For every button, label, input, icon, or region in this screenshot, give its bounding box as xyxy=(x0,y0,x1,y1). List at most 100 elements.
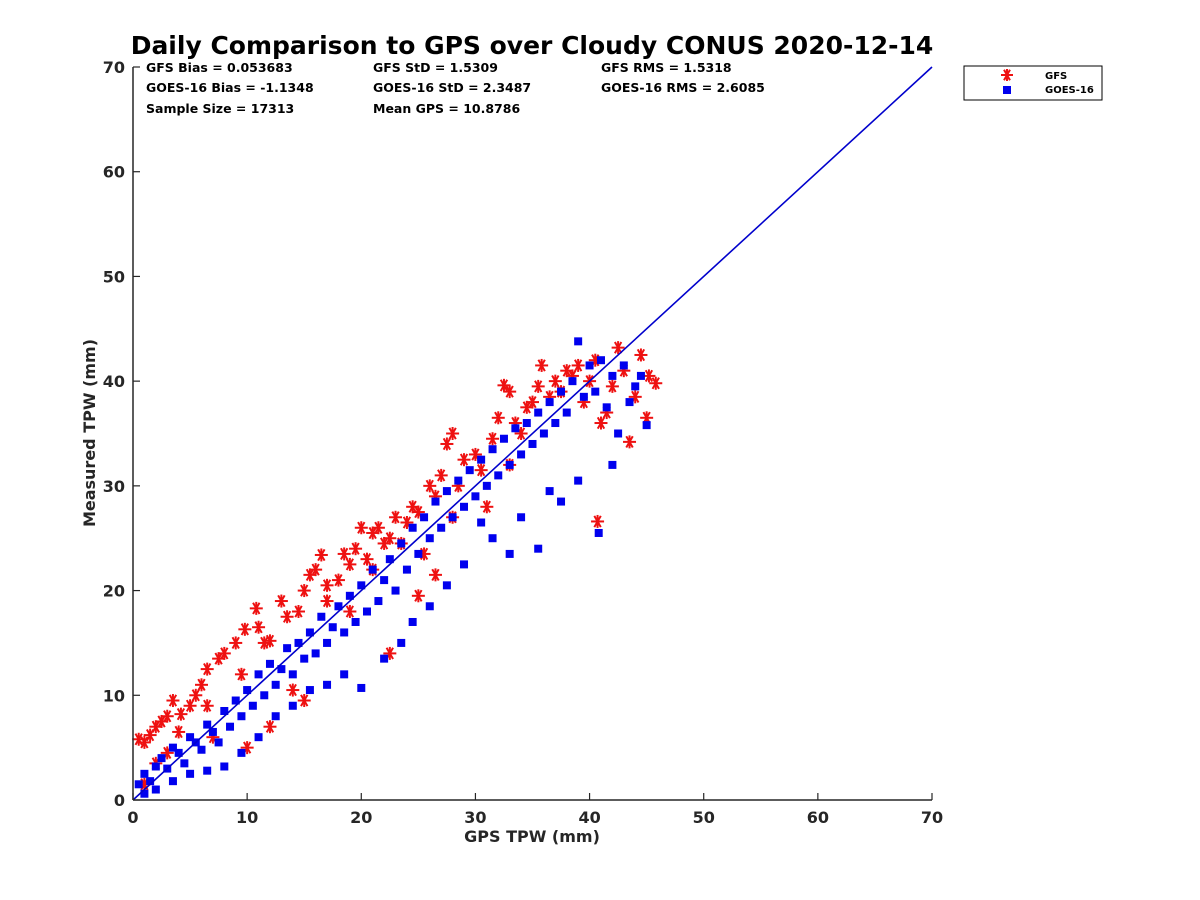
goes16-point xyxy=(625,398,634,407)
goes16-point xyxy=(631,382,640,391)
goes16-point xyxy=(477,518,486,527)
goes16-point xyxy=(471,492,480,501)
gfs-point xyxy=(349,542,363,556)
legend: GFS GOES-16 xyxy=(963,65,1103,101)
goes16-point xyxy=(642,421,651,430)
goes16-point xyxy=(323,638,332,647)
gfs-point xyxy=(548,374,562,388)
gfs-point xyxy=(200,662,214,676)
goes16-point xyxy=(214,738,223,747)
goes16-point xyxy=(454,476,463,485)
goes16-point xyxy=(408,617,417,626)
x-tick-label: 50 xyxy=(693,808,715,827)
gfs-point xyxy=(297,584,311,598)
goes16-point xyxy=(528,439,537,448)
gfs-point xyxy=(434,468,448,482)
gfs-point xyxy=(343,557,357,571)
x-tick-label: 70 xyxy=(921,808,943,827)
goes16-point xyxy=(465,466,474,475)
goes16-point xyxy=(534,408,543,417)
gfs-point xyxy=(623,435,637,449)
goes16-point xyxy=(300,654,309,663)
goes16-point xyxy=(385,555,394,564)
gfs-point xyxy=(428,568,442,582)
gfs-point xyxy=(440,437,454,451)
goes16-point xyxy=(391,586,400,595)
goes16-point xyxy=(362,607,371,616)
gfs-point xyxy=(172,725,186,739)
gfs-point xyxy=(371,521,385,535)
goes16-point xyxy=(499,434,508,443)
goes16-point xyxy=(574,476,583,485)
goes16-point xyxy=(208,727,217,736)
gfs-point xyxy=(189,688,203,702)
y-axis-label: Measured TPW (mm) xyxy=(80,339,99,527)
goes16-point xyxy=(271,680,280,689)
goes16-point xyxy=(237,712,246,721)
goes16-point xyxy=(186,769,195,778)
goes16-point xyxy=(442,487,451,496)
gfs-point xyxy=(320,578,334,592)
gfs-point xyxy=(174,707,188,721)
gfs-point xyxy=(183,699,197,713)
gfs-point xyxy=(200,699,214,713)
axes xyxy=(132,67,932,801)
y-tick-label: 0 xyxy=(114,791,125,810)
goes16-point xyxy=(568,377,577,386)
gfs-point xyxy=(309,563,323,577)
gfs-point xyxy=(594,416,608,430)
goes16-point xyxy=(231,696,240,705)
gfs-point xyxy=(383,531,397,545)
stat-goes-rms: GOES-16 RMS = 2.6085 xyxy=(601,80,765,95)
gfs-point xyxy=(389,510,403,524)
goes16-point xyxy=(305,686,314,695)
goes16-point xyxy=(557,387,566,396)
stat-sample-size: Sample Size = 17313 xyxy=(146,101,294,116)
goes16-point xyxy=(511,424,520,433)
gfs-point xyxy=(292,605,306,619)
x-axis-label: GPS TPW (mm) xyxy=(464,827,600,846)
legend-gfs-label: GFS xyxy=(1045,71,1067,82)
gfs-point xyxy=(160,709,174,723)
goes16-point xyxy=(442,581,451,590)
gfs-point xyxy=(642,369,656,383)
goes16-point xyxy=(574,337,583,346)
gfs-point xyxy=(486,432,500,446)
goes16-point xyxy=(594,528,603,537)
goes16-point xyxy=(380,576,389,585)
series-gfs xyxy=(132,341,663,791)
gfs-point xyxy=(634,348,648,362)
gfs-point xyxy=(343,605,357,619)
goes16-point xyxy=(351,617,360,626)
legend-gfs-asterisk xyxy=(1001,69,1013,81)
stat-goes-bias: GOES-16 Bias = -1.1348 xyxy=(146,80,314,95)
gfs-point xyxy=(468,447,482,461)
goes16-point xyxy=(448,513,457,522)
goes16-point xyxy=(425,602,434,611)
gfs-point xyxy=(331,573,345,587)
y-tick-label: 20 xyxy=(103,582,125,601)
gfs-point xyxy=(605,379,619,393)
legend-gfs-marker xyxy=(1001,69,1013,81)
goes16-point xyxy=(305,628,314,637)
goes16-point xyxy=(614,429,623,438)
gfs-point xyxy=(137,735,151,749)
goes16-point xyxy=(374,597,383,606)
gfs-point xyxy=(337,547,351,561)
x-tick-label: 10 xyxy=(236,808,258,827)
goes16-point xyxy=(534,544,543,553)
gfs-point xyxy=(280,610,294,624)
gfs-point xyxy=(571,358,585,372)
goes16-point xyxy=(420,513,429,522)
goes16-point xyxy=(203,766,212,775)
gfs-point xyxy=(591,514,605,528)
goes16-point xyxy=(357,683,366,692)
goes16-point xyxy=(437,523,446,532)
goes16-point xyxy=(636,371,645,380)
one-to-one-line xyxy=(132,66,933,801)
gfs-point xyxy=(274,594,288,608)
x-tick-label: 20 xyxy=(350,808,372,827)
goes16-point xyxy=(562,408,571,417)
gfs-point xyxy=(457,453,471,467)
goes16-point xyxy=(271,712,280,721)
